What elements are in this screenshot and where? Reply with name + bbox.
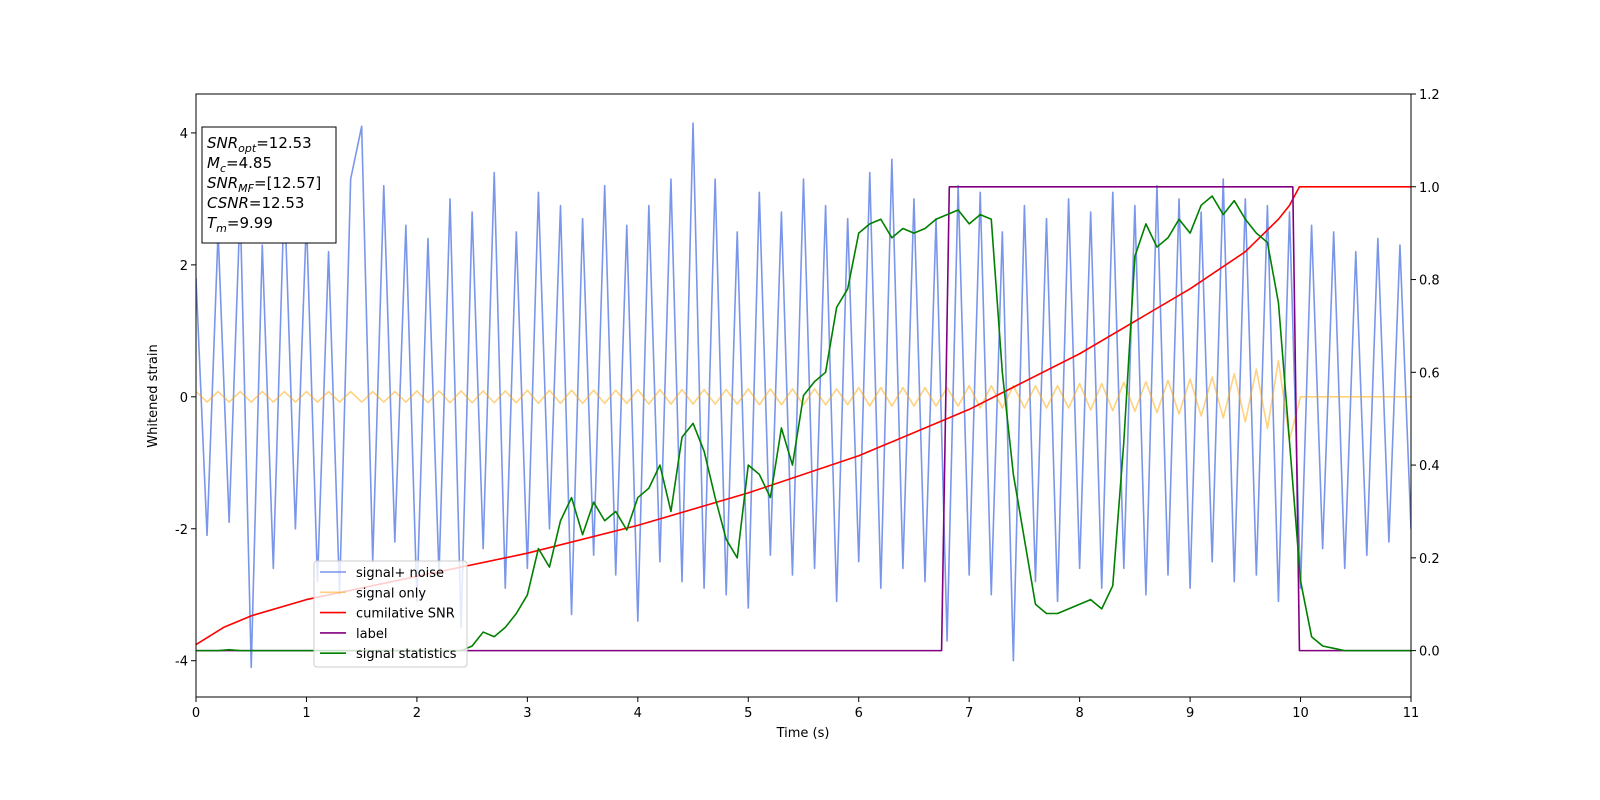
y-tick-label: -4 bbox=[175, 655, 188, 670]
legend-frame bbox=[313, 560, 468, 668]
y2-tick-label: 0.4 bbox=[1419, 459, 1440, 474]
annotation-name: M bbox=[207, 154, 220, 172]
y-tick-label: 4 bbox=[180, 127, 188, 142]
y2-tick-label: 0.0 bbox=[1419, 645, 1440, 660]
annotation-text: =12.53 bbox=[256, 134, 312, 152]
legend-label: signal+ noise bbox=[356, 566, 444, 581]
axes-frame bbox=[195, 93, 1412, 698]
x-tick-label: 5 bbox=[744, 706, 752, 721]
y-tick-label: 0 bbox=[180, 391, 188, 406]
legend: signal+ noise signal only cumilative SNR la… bbox=[313, 560, 468, 668]
annotation-text: =9.99 bbox=[227, 214, 273, 232]
annotation-line: Mc=4.85 bbox=[207, 154, 272, 175]
y2-tick-label: 1.0 bbox=[1419, 181, 1440, 196]
y2-tick-label: 0.8 bbox=[1419, 274, 1440, 289]
y-tick-label: 2 bbox=[180, 259, 188, 274]
x-tick-label: 11 bbox=[1403, 706, 1420, 721]
legend-label: signal only bbox=[356, 586, 426, 601]
annotation-name: SNR bbox=[207, 174, 238, 192]
annotation-name: CSNR bbox=[207, 194, 249, 212]
annotation-line: CSNR=12.53 bbox=[207, 194, 304, 212]
annotation-text: =[12.57] bbox=[254, 174, 321, 192]
x-tick-label: 10 bbox=[1292, 706, 1309, 721]
x-tick-label: 9 bbox=[1186, 706, 1194, 721]
x-tick-label: 6 bbox=[855, 706, 863, 721]
annotation-text: =4.85 bbox=[226, 154, 272, 172]
annotation-sub: m bbox=[216, 222, 227, 235]
y2-tick-label: 0.6 bbox=[1419, 366, 1440, 381]
annotation-sub: opt bbox=[238, 142, 257, 155]
x-tick-label: 3 bbox=[523, 706, 531, 721]
x-tick-label: 1 bbox=[302, 706, 310, 721]
y-axis-label: Whitened strain bbox=[146, 344, 161, 447]
legend-label: signal statistics bbox=[356, 647, 457, 662]
annotation-line: Tm=9.99 bbox=[207, 214, 273, 235]
series-line bbox=[196, 122, 1411, 669]
annotation-box: SNRopt=12.53Mc=4.85SNRMF=[12.57]CSNR=12.… bbox=[201, 126, 337, 244]
x-tick-label: 4 bbox=[634, 706, 642, 721]
y2-tick-label: 1.2 bbox=[1419, 88, 1440, 103]
annotation-sub: c bbox=[220, 162, 226, 175]
series-line bbox=[196, 185, 1411, 646]
annotation-name: SNR bbox=[207, 134, 238, 152]
x-tick-label: 0 bbox=[192, 706, 200, 721]
series-line bbox=[196, 185, 1411, 652]
annotation-line: SNRopt=12.53 bbox=[207, 134, 312, 155]
x-tick-label: 7 bbox=[965, 706, 973, 721]
legend-label: cumilative SNR bbox=[356, 607, 455, 622]
y-tick-label: -2 bbox=[175, 523, 188, 538]
x-tick-label: 2 bbox=[413, 706, 421, 721]
annotation-frame bbox=[201, 126, 337, 244]
x-tick-label: 8 bbox=[1075, 706, 1083, 721]
annotation-name: T bbox=[207, 214, 218, 232]
annotation-sub: MF bbox=[238, 182, 254, 195]
series-line bbox=[196, 359, 1411, 441]
annotation-text: =12.53 bbox=[249, 194, 305, 212]
legend-label: label bbox=[356, 627, 387, 642]
y2-tick-label: 0.2 bbox=[1419, 552, 1440, 567]
annotation-line: SNRMF=[12.57] bbox=[207, 174, 321, 195]
x-axis-label: Time (s) bbox=[776, 726, 830, 741]
